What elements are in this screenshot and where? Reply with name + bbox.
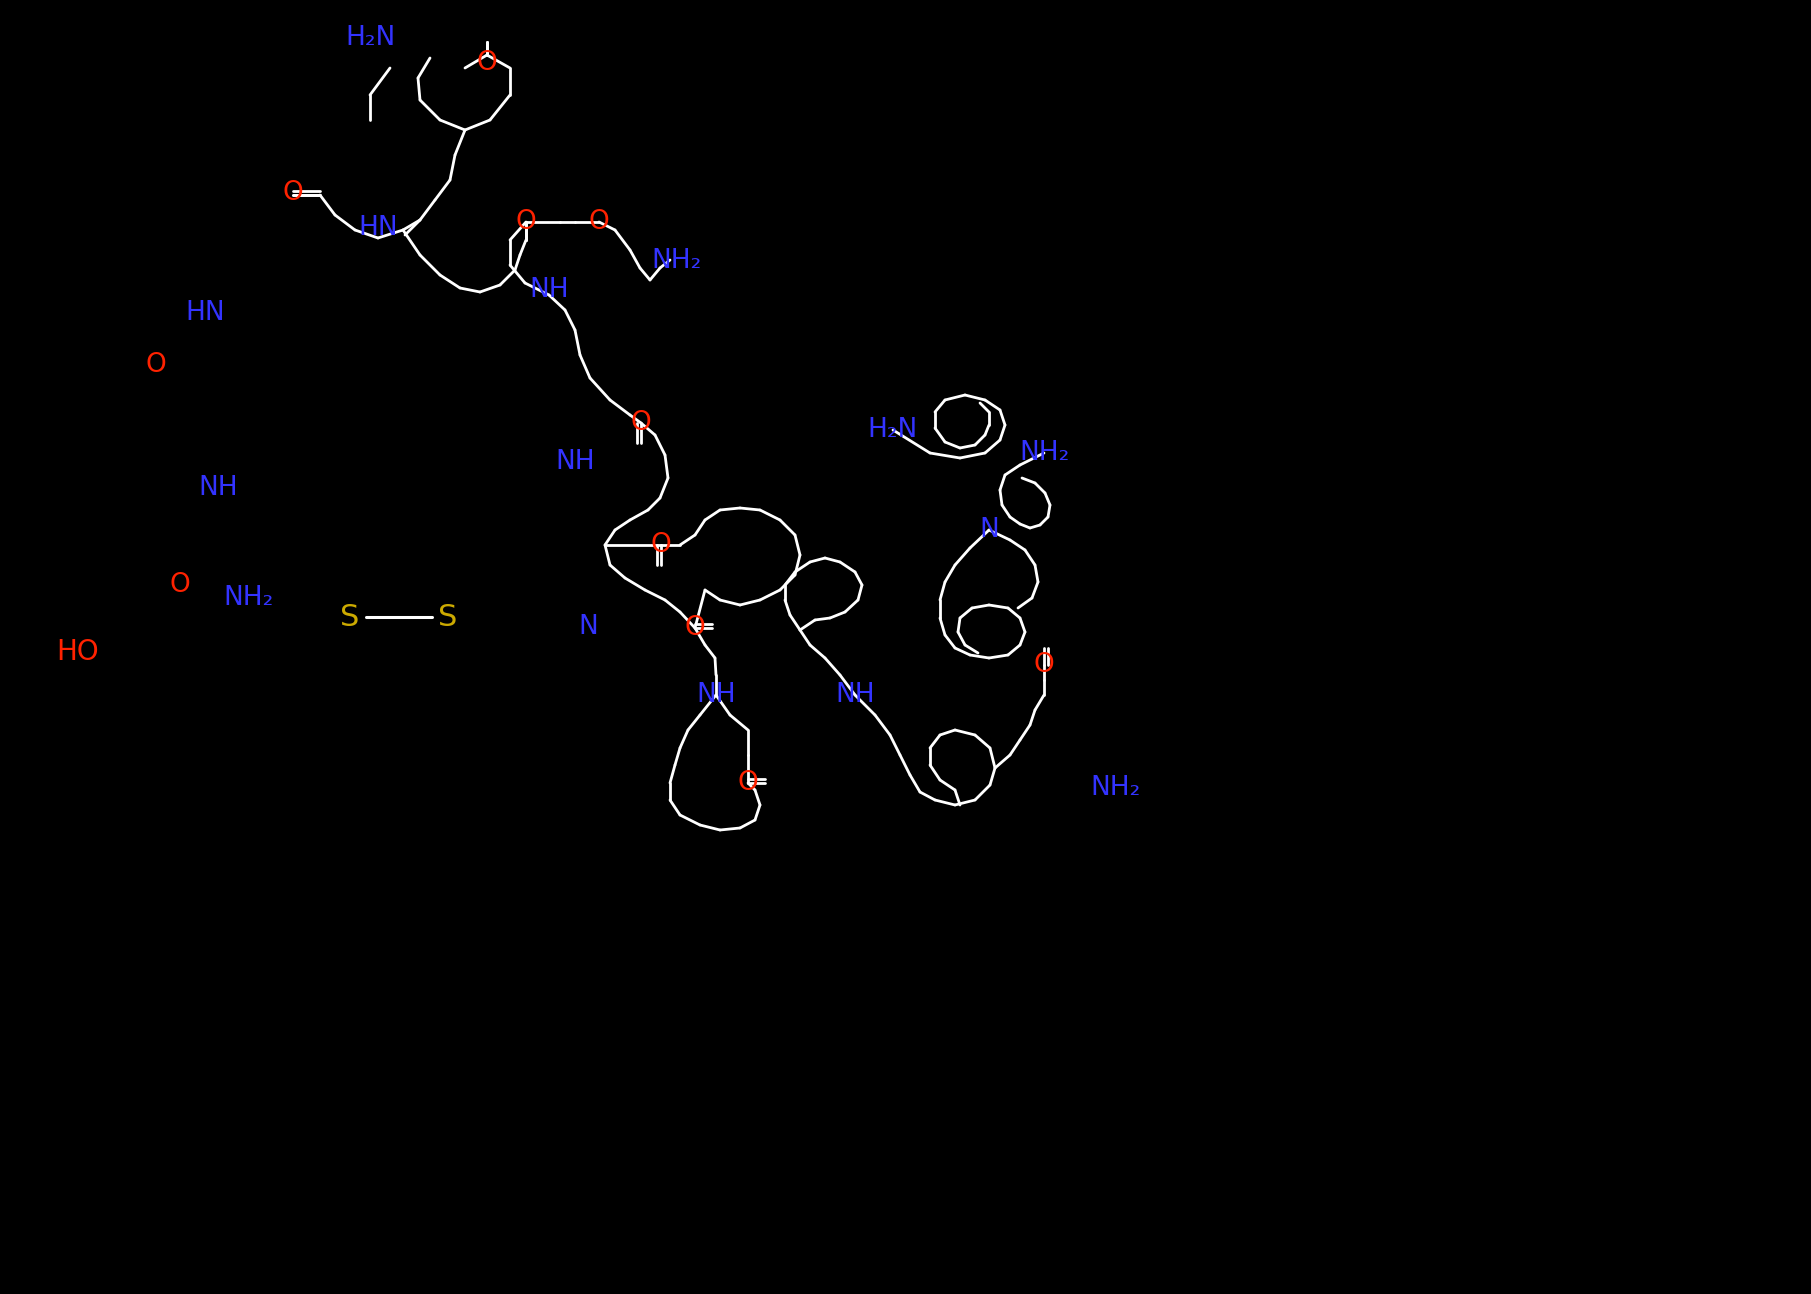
Text: O: O <box>170 572 190 598</box>
Text: O: O <box>685 615 704 641</box>
Text: S: S <box>340 603 360 631</box>
Text: O: O <box>737 770 759 796</box>
Text: O: O <box>145 352 167 378</box>
Text: HO: HO <box>56 638 98 666</box>
Text: H₂N: H₂N <box>867 417 918 443</box>
Text: O: O <box>1034 652 1054 678</box>
Text: O: O <box>516 210 536 236</box>
Text: HN: HN <box>359 215 398 241</box>
Text: NH: NH <box>556 449 594 475</box>
Text: O: O <box>650 532 672 558</box>
Text: H₂N: H₂N <box>344 25 395 50</box>
Text: NH: NH <box>835 682 875 708</box>
Text: HN: HN <box>185 300 225 326</box>
Text: NH₂: NH₂ <box>225 585 273 611</box>
Text: O: O <box>476 50 498 76</box>
Text: NH: NH <box>695 682 735 708</box>
Text: N: N <box>980 518 1000 543</box>
Text: NH₂: NH₂ <box>650 248 701 274</box>
Text: NH: NH <box>197 475 237 501</box>
Text: O: O <box>630 410 652 436</box>
Text: O: O <box>283 180 304 206</box>
Text: O: O <box>589 210 608 236</box>
Text: NH₂: NH₂ <box>1090 775 1141 801</box>
Text: NH₂: NH₂ <box>1020 440 1068 466</box>
Text: S: S <box>438 603 458 631</box>
Text: N: N <box>578 613 598 641</box>
Text: NH: NH <box>529 277 569 303</box>
